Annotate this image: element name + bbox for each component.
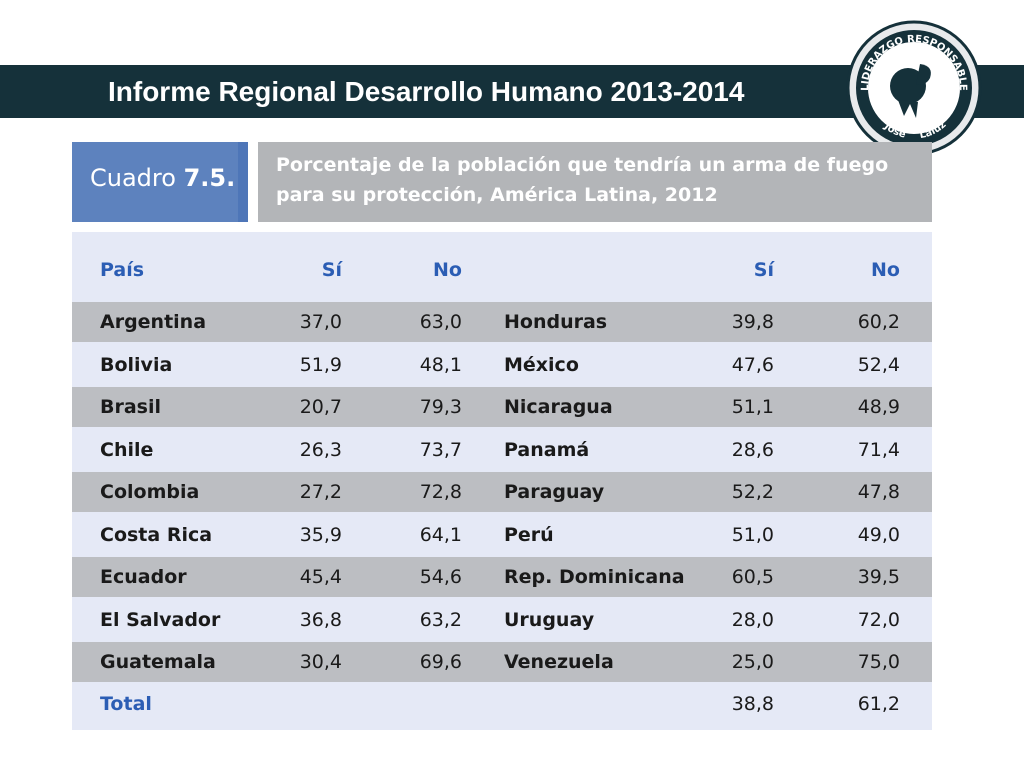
header-pais: País (100, 259, 145, 281)
cell-no-right: 47,8 (857, 481, 900, 503)
cell-no-right: 48,9 (857, 396, 900, 418)
cell-country-right: Perú (504, 523, 554, 546)
cell-no-left: 64,1 (419, 523, 462, 546)
cell-country-left: Costa Rica (100, 523, 213, 546)
liderazgo-responsable-logo: LIDERAZGO RESPONSABLE José Laluz (846, 20, 982, 156)
cuadro-number: 7.5. (183, 164, 236, 192)
cell-country-right: Rep. Dominicana (504, 566, 685, 588)
cell-no-left: 54,6 (419, 566, 462, 588)
cell-si-right: 51,0 (731, 523, 774, 546)
header-si: Sí (321, 259, 342, 281)
total-label: Total (100, 693, 152, 715)
cell-no-left: 79,3 (419, 396, 462, 418)
cell-country-right: Nicaragua (504, 396, 613, 418)
cell-country-right: Paraguay (504, 481, 605, 503)
cell-no-right: 71,4 (857, 438, 900, 461)
table-row: El Salvador 36,8 63,2 Uruguay 28,0 72,0 (72, 600, 932, 640)
cell-no-right: 52,4 (857, 353, 900, 376)
cell-country-left: Argentina (100, 311, 207, 333)
cell-no-right: 60,2 (857, 311, 900, 333)
cell-si-left: 35,9 (299, 523, 342, 546)
cell-no-left: 63,2 (419, 608, 462, 631)
cell-country-left: Guatemala (100, 651, 216, 673)
cell-country-left: Bolivia (100, 353, 173, 376)
cuadro-label-box: Cuadro 7.5. (72, 142, 248, 222)
table-row: Brasil 20,7 79,3 Nicaragua 51,1 48,9 (72, 387, 932, 427)
cell-country-right: Uruguay (504, 608, 595, 631)
cell-si-left: 30,4 (299, 651, 342, 673)
total-si: 38,8 (731, 693, 774, 715)
caption-box: Porcentaje de la población que tendría u… (258, 142, 932, 222)
cell-si-right: 39,8 (731, 311, 774, 333)
cell-country-left: Chile (100, 438, 154, 461)
cell-si-right: 52,2 (731, 481, 774, 503)
table-row: Costa Rica 35,9 64,1 Perú 51,0 49,0 (72, 515, 932, 555)
table-row: Guatemala 30,4 69,6 Venezuela 25,0 75,0 (72, 642, 932, 682)
header-si-2: Sí (753, 259, 774, 281)
cell-no-left: 48,1 (419, 353, 462, 376)
cell-no-left: 72,8 (419, 481, 462, 503)
cell-no-right: 39,5 (857, 566, 900, 588)
cell-no-right: 49,0 (857, 523, 900, 546)
cell-si-left: 45,4 (299, 566, 342, 588)
cell-country-right: Venezuela (504, 651, 614, 673)
cell-si-right: 51,1 (731, 396, 774, 418)
cuadro-label: Cuadro 7.5. (90, 164, 235, 192)
table-row: Ecuador 45,4 54,6 Rep. Dominicana 60,5 39,5 (72, 557, 932, 597)
cell-country-right: México (504, 353, 579, 376)
cell-country-left: Ecuador (100, 566, 187, 588)
data-table: País Sí No Sí No Argentina 37,0 63,0 Hondur… (72, 232, 932, 730)
cell-si-left: 37,0 (299, 311, 342, 333)
table-total-row: Total 38,8 61,2 (72, 684, 932, 724)
cell-country-left: Colombia (100, 481, 200, 503)
table-row: Argentina 37,0 63,0 Honduras 39,8 60,2 (72, 302, 932, 342)
cell-no-right: 72,0 (857, 608, 900, 631)
cuadro-word: Cuadro (90, 164, 176, 192)
table-row: Chile 26,3 73,7 Panamá 28,6 71,4 (72, 430, 932, 470)
cell-si-left: 26,3 (299, 438, 342, 461)
cell-no-left: 73,7 (419, 438, 462, 461)
table-header-row: País Sí No Sí No (72, 250, 932, 290)
slide-title: Informe Regional Desarrollo Humano 2013-… (108, 76, 745, 107)
header-no-2: No (871, 259, 900, 281)
header-no: No (433, 259, 462, 281)
cell-si-right: 60,5 (731, 566, 774, 588)
cell-si-left: 36,8 (299, 608, 342, 631)
total-no: 61,2 (857, 693, 900, 715)
cell-country-right: Panamá (504, 438, 590, 461)
cell-si-right: 28,0 (731, 608, 774, 631)
cell-si-right: 25,0 (731, 651, 774, 673)
cell-no-right: 75,0 (857, 651, 900, 673)
table-row: Bolivia 51,9 48,1 México 47,6 52,4 (72, 345, 932, 385)
cell-country-left: Brasil (100, 396, 162, 418)
cell-si-left: 27,2 (299, 481, 342, 503)
cell-si-right: 47,6 (731, 353, 774, 376)
table-caption: Porcentaje de la población que tendría u… (276, 154, 889, 206)
cell-country-right: Honduras (504, 311, 608, 333)
table-row: Colombia 27,2 72,8 Paraguay 52,2 47,8 (72, 472, 932, 512)
cell-si-left: 20,7 (299, 396, 342, 418)
cell-country-left: El Salvador (100, 608, 221, 631)
cell-si-right: 28,6 (731, 438, 774, 461)
cell-no-left: 63,0 (419, 311, 462, 333)
cell-si-left: 51,9 (299, 353, 342, 376)
cell-no-left: 69,6 (419, 651, 462, 673)
